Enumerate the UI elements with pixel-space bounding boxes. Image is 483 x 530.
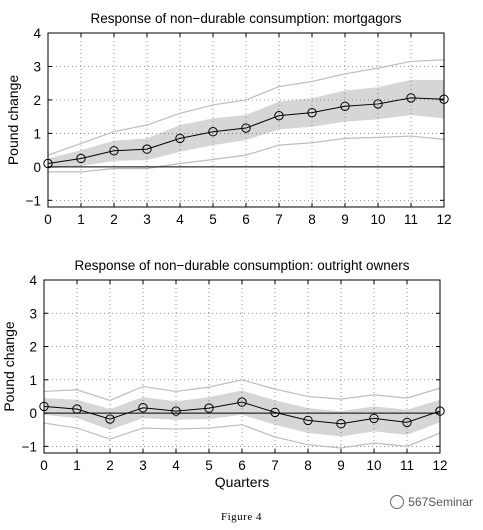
x-tick-label: 8 — [308, 212, 316, 227]
x-axis-label: Quarters — [215, 474, 269, 490]
chart-title: Response of non−durable consumption: out… — [74, 258, 409, 273]
x-tick-label: 1 — [77, 212, 85, 227]
estimate-point — [208, 127, 218, 137]
x-tick-label: 5 — [209, 212, 217, 227]
y-tick-label: −1 — [26, 193, 41, 208]
x-tick-label: 9 — [337, 458, 345, 473]
estimate-point — [39, 401, 49, 412]
estimate-point — [142, 144, 152, 154]
estimate-point — [237, 397, 247, 407]
x-tick-label: 6 — [238, 458, 246, 473]
wechat-icon — [390, 495, 405, 509]
estimate-point — [406, 93, 416, 103]
x-tick-label: 12 — [436, 212, 451, 227]
x-tick-label: 2 — [110, 212, 118, 227]
watermark-text: 567Seminar — [408, 495, 473, 509]
estimate-point — [340, 101, 350, 111]
x-tick-label: 1 — [73, 458, 81, 473]
x-tick-label: 3 — [143, 212, 151, 227]
y-tick-label: 2 — [29, 340, 37, 355]
estimate-point — [76, 153, 86, 164]
y-tick-label: 1 — [33, 126, 41, 141]
estimate-line — [43, 401, 441, 425]
x-tick-label: 7 — [271, 458, 279, 473]
y-tick-label: 4 — [29, 273, 37, 288]
estimate-point — [43, 158, 53, 169]
x-tick-label: 6 — [242, 212, 250, 227]
confidence-line-outer — [47, 59, 445, 156]
confidence-line-outer — [48, 135, 445, 173]
y-tick-label: 3 — [29, 306, 37, 321]
estimate-point — [274, 110, 284, 121]
estimate-point — [171, 406, 181, 416]
x-tick-label: 2 — [106, 458, 114, 473]
estimate-point — [204, 403, 214, 413]
estimate-point — [175, 133, 185, 144]
x-tick-label: 0 — [44, 212, 52, 227]
chart-title: Response of non−durable consumption: mor… — [90, 11, 401, 26]
x-tick-label: 4 — [176, 212, 184, 227]
x-tick-label: 11 — [400, 458, 414, 473]
y-tick-label: 4 — [33, 26, 41, 41]
estimate-point — [307, 107, 317, 118]
confidence-line-outer — [43, 379, 441, 402]
y-axis-label: Pound change — [5, 75, 21, 166]
x-tick-label: 0 — [40, 458, 48, 473]
x-tick-label: 3 — [139, 458, 147, 473]
y-tick-label: 0 — [33, 160, 41, 175]
estimate-point — [105, 414, 115, 424]
y-tick-label: 0 — [29, 406, 37, 421]
estimate-point — [373, 99, 383, 109]
estimate-point — [109, 146, 119, 156]
estimate-point — [435, 406, 445, 416]
y-tick-label: 1 — [29, 373, 37, 388]
estimate-line — [47, 97, 445, 164]
x-tick-label: 7 — [275, 212, 283, 227]
x-tick-label: 10 — [366, 458, 381, 473]
estimate-point — [241, 123, 251, 133]
x-tick-label: 10 — [370, 212, 385, 227]
x-tick-label: 11 — [404, 212, 418, 227]
y-tick-label: 2 — [33, 93, 41, 108]
figure-caption: Figure 4 — [221, 511, 262, 523]
watermark: 567Seminar — [390, 495, 473, 509]
estimate-point — [270, 407, 280, 418]
estimate-point — [439, 94, 449, 104]
estimate-point — [138, 403, 148, 413]
y-tick-label: −1 — [22, 439, 37, 454]
estimate-point — [72, 404, 82, 414]
estimate-point — [303, 415, 313, 426]
x-tick-label: 8 — [304, 458, 312, 473]
x-tick-label: 12 — [432, 458, 447, 473]
estimate-point — [336, 419, 346, 429]
x-tick-label: 4 — [172, 458, 180, 473]
estimate-point — [402, 417, 412, 428]
estimate-point — [369, 413, 379, 424]
confidence-line-outer — [43, 422, 441, 449]
x-tick-label: 5 — [205, 458, 213, 473]
x-tick-label: 9 — [341, 212, 349, 227]
y-axis-label: Pound change — [1, 321, 17, 412]
y-tick-label: 3 — [33, 59, 41, 74]
